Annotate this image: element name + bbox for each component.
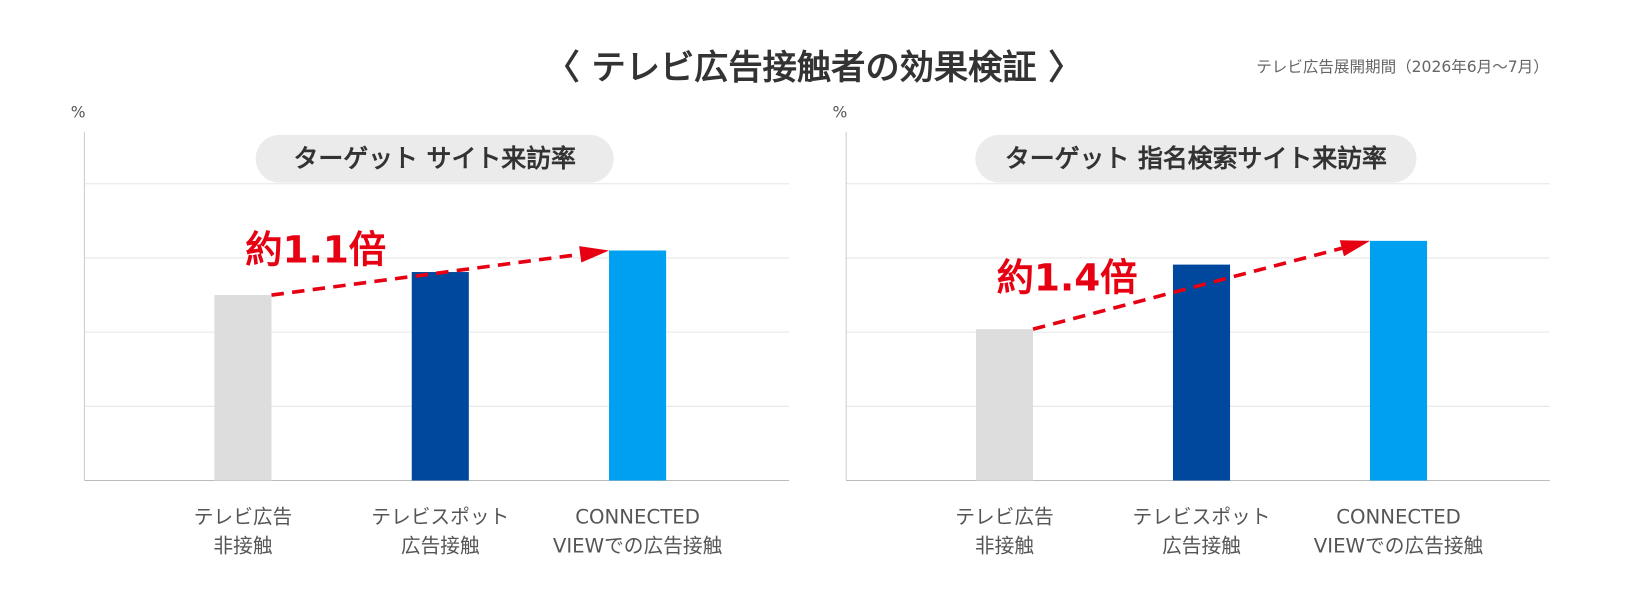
bar [411,272,469,481]
x-tick-label: テレビスポット [371,505,509,528]
x-tick-label: 広告接触 [401,534,480,557]
x-tick-label: VIEWでの広告接触 [1314,534,1484,557]
x-tick-label: 非接触 [213,534,272,557]
page-title: 〈 テレビ広告接触者の効果検証 〉 [545,48,1082,88]
subtitle: ターゲット サイト来訪率 [293,144,576,173]
period-label: テレビ広告展開期間（2026年6月〜7月） [1256,58,1549,76]
bar [1369,240,1428,481]
bar [214,295,272,481]
x-tick-label: テレビ広告 [194,505,293,528]
subtitle-pill [975,134,1417,183]
annotation: 約1.4倍 [997,256,1138,300]
x-tick-label: VIEWでの広告接触 [553,534,723,557]
bar [1172,264,1231,481]
x-tick-label: CONNECTED [1336,505,1461,528]
x-tick-label: テレビ広告 [955,505,1054,528]
bar [975,329,1034,481]
y-unit: % [833,104,848,122]
x-tick-label: 非接触 [975,534,1034,557]
trend-arrow [1032,246,1343,331]
x-tick-label: 広告接触 [1162,534,1241,557]
bar [609,250,667,481]
arrow-head [1339,240,1370,257]
trend-arrow [271,252,581,297]
x-tick-label: テレビスポット [1133,505,1271,528]
y-unit: % [71,104,86,122]
subtitle: ターゲット 指名検索サイト来訪率 [1005,144,1387,173]
arrow-head [579,246,610,263]
subtitle-pill [255,134,614,183]
x-tick-label: CONNECTED [575,505,700,528]
annotation: 約1.1倍 [245,228,386,272]
